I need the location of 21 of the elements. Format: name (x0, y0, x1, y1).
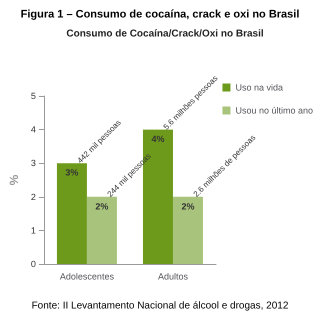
y-tick-label: 1 (30, 225, 36, 236)
y-tick-label: 3 (30, 158, 36, 168)
chart-subtitle: Consumo de Cocaína/Crack/Oxi no Brasil (66, 28, 264, 40)
legend-label: Usou no último ano (235, 106, 313, 116)
y-tick-label: 2 (30, 192, 36, 202)
legend-label: Uso na vida (235, 82, 283, 92)
y-axis-title: % (7, 174, 21, 186)
x-tick-label: Adultos (158, 272, 188, 282)
data-label: 2% (95, 201, 108, 212)
y-tick-label: 0 (30, 259, 36, 269)
bar (86, 196, 117, 264)
data-label: 4% (151, 134, 164, 144)
y-tick-label: 5 (30, 91, 36, 101)
data-label: 3% (65, 168, 78, 178)
data-label: 2% (181, 201, 194, 212)
y-tick-label: 4 (30, 124, 36, 135)
bar (172, 196, 203, 264)
bar (56, 163, 87, 264)
chart-title: Figura 1 – Consumo de cocaína, crack e oxi no Brasil (20, 8, 300, 20)
x-tick-label: Adolescentes (60, 272, 114, 282)
source-note: Fonte: II Levantamento Nacional de álcool e drogas, 2012 (32, 300, 289, 312)
